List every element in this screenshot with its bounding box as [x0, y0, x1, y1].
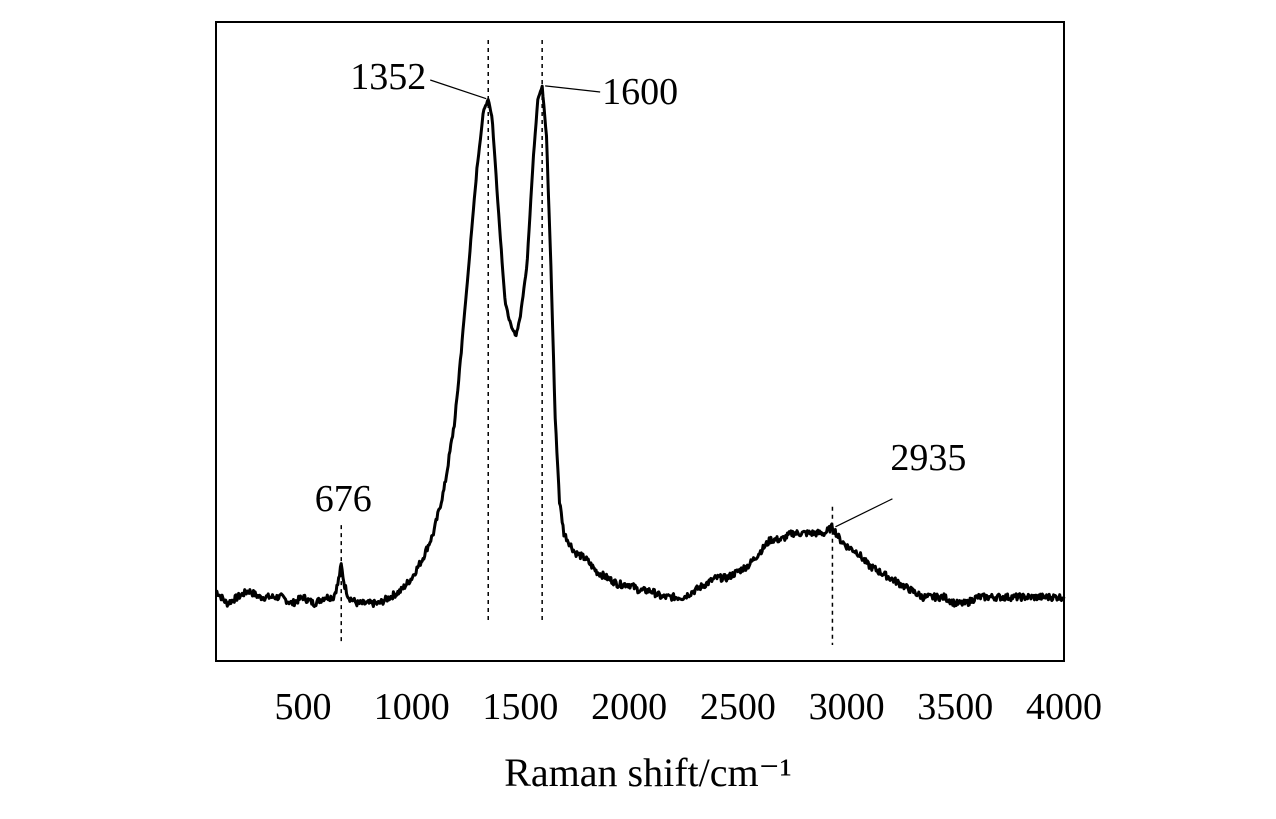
peak-leader-line — [835, 498, 893, 528]
x-axis-ticks: 500 1000 1500 2000 2500 3000 3500 4000 — [274, 686, 1102, 728]
x-tick-label: 4000 — [1026, 686, 1102, 728]
x-axis-title: Raman shift/cm⁻¹ — [504, 750, 792, 795]
plot-frame — [215, 21, 1065, 662]
peak-label: 1600 — [602, 71, 678, 113]
x-tick-label: 1000 — [374, 686, 450, 728]
x-tick-label: 2000 — [591, 686, 667, 728]
peak-guides — [340, 40, 834, 645]
peak-leaders — [430, 79, 893, 528]
peak-labels: 676 1352 1600 2935 — [315, 56, 967, 520]
peak-label: 1352 — [350, 56, 426, 98]
peak-label: 676 — [315, 478, 372, 520]
peak-leader-line — [545, 85, 601, 93]
spectrum-line — [215, 84, 1066, 608]
x-tick-label: 3000 — [809, 686, 885, 728]
peak-label: 2935 — [890, 437, 966, 479]
x-tick-label: 1500 — [482, 686, 558, 728]
peak-leader-line — [430, 79, 487, 100]
x-tick-label: 500 — [274, 686, 331, 728]
x-tick-label: 3500 — [917, 686, 993, 728]
x-tick-label: 2500 — [700, 686, 776, 728]
